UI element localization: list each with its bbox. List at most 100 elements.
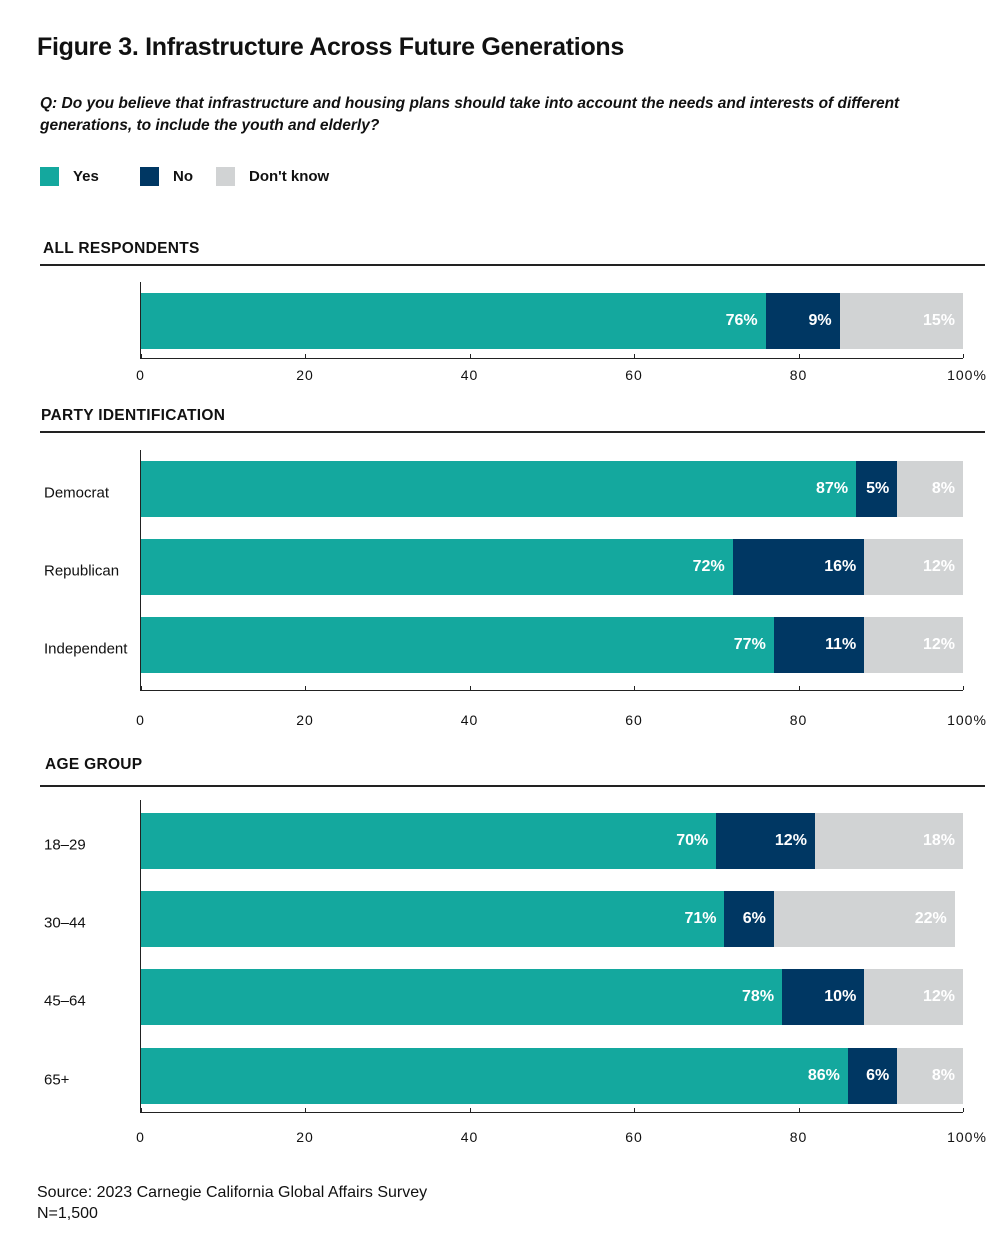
data-label: 76% — [725, 312, 758, 329]
legend-swatch-yes — [40, 167, 59, 186]
legend-swatch-no — [140, 167, 159, 186]
x-tick-label: 20 — [296, 367, 314, 383]
data-label: 9% — [808, 312, 832, 329]
x-tick-mark — [634, 1108, 635, 1112]
x-tick-label: 80 — [789, 1129, 808, 1145]
data-label: 77% — [733, 636, 766, 653]
bar-segment-yes: 71% — [140, 891, 725, 947]
legend-label: No — [173, 168, 193, 185]
x-tick-mark — [634, 686, 635, 690]
data-label: 8% — [931, 480, 955, 497]
bar-segment-yes: 70% — [140, 813, 717, 869]
legend-item-yes: Yes — [40, 167, 99, 186]
x-tick-label: 0 — [136, 367, 145, 383]
x-tick-label: 40 — [460, 1129, 479, 1145]
x-tick-label: 20 — [296, 712, 314, 728]
panel-rule — [40, 264, 985, 266]
bar-segment-no: 9% — [765, 293, 840, 349]
sample-size: N=1,500 — [37, 1205, 98, 1222]
data-label: 8% — [931, 1067, 955, 1084]
data-label: 87% — [816, 480, 849, 497]
panel-title: AGE GROUP — [45, 756, 143, 773]
x-tick-mark — [798, 686, 800, 690]
data-label: 5% — [866, 480, 890, 497]
x-tick-label: 100% — [947, 1129, 987, 1145]
x-tick-label: 80 — [789, 712, 808, 728]
bar-segment-no: 10% — [782, 969, 865, 1025]
data-label: 78% — [742, 988, 775, 1005]
category-label: 30–44 — [44, 914, 86, 932]
category-label: 45–64 — [44, 992, 86, 1010]
data-label: 12% — [922, 636, 955, 653]
bar-segment-don-t-know: 22% — [773, 891, 955, 947]
bar-segment-no: 6% — [847, 1048, 898, 1104]
source-note: Source: 2023 Carnegie California Global … — [37, 1182, 427, 1224]
legend-label: Don't know — [249, 168, 330, 185]
panel-rule — [40, 785, 985, 787]
x-tick-label: 60 — [625, 712, 643, 728]
x-tick-mark — [963, 1108, 964, 1112]
data-label: 71% — [684, 910, 717, 927]
survey-question: Q: Do you believe that infrastructure an… — [40, 95, 900, 134]
bar-segment-no: 16% — [732, 539, 865, 595]
x-tick-label: 60 — [625, 1129, 643, 1145]
data-label: 22% — [914, 910, 947, 927]
bar-segment-yes: 72% — [140, 539, 733, 595]
x-tick-label: 20 — [296, 1129, 314, 1145]
data-label: 18% — [922, 832, 955, 849]
bar-segment-yes: 78% — [140, 969, 783, 1025]
data-label: 16% — [824, 558, 857, 575]
x-tick-label: 40 — [460, 367, 479, 383]
bar-segment-yes: 76% — [140, 293, 766, 349]
x-axis-line — [140, 358, 963, 359]
bar-segment-don-t-know: 12% — [864, 539, 963, 595]
data-label: 6% — [866, 1067, 890, 1084]
bar-segment-don-t-know: 18% — [814, 813, 963, 869]
x-tick-label: 0 — [136, 1129, 145, 1145]
bar-segment-don-t-know: 8% — [897, 461, 963, 517]
bar-segment-don-t-know: 15% — [839, 293, 963, 349]
x-tick-mark — [140, 1108, 142, 1112]
x-tick-mark — [798, 1108, 800, 1112]
data-label: 10% — [824, 988, 857, 1005]
bar-segment-no: 5% — [856, 461, 898, 517]
data-label: 15% — [922, 312, 955, 329]
x-tick-mark — [963, 354, 964, 358]
bar-segment-no: 6% — [724, 891, 774, 947]
category-label: Democrat — [44, 484, 110, 502]
x-tick-label: 60 — [625, 367, 643, 383]
x-tick-label: 100% — [947, 367, 987, 383]
x-tick-mark — [305, 1108, 306, 1112]
data-label: 11% — [825, 636, 857, 653]
x-tick-label: 100% — [947, 712, 987, 728]
bar-segment-no: 12% — [716, 813, 815, 869]
legend-swatch-dont-know — [216, 167, 235, 186]
x-axis-line — [140, 1112, 963, 1113]
x-tick-mark — [469, 1108, 471, 1112]
bar-segment-don-t-know: 12% — [864, 969, 963, 1025]
x-tick-mark — [634, 354, 635, 358]
bar-segment-don-t-know: 8% — [897, 1048, 963, 1104]
category-label: 65+ — [44, 1071, 70, 1089]
category-label: Independent — [44, 640, 128, 658]
legend-label: Yes — [73, 168, 99, 185]
x-tick-mark — [469, 686, 471, 690]
x-tick-mark — [798, 354, 800, 358]
category-label: 18–29 — [44, 836, 86, 854]
source-text: Source: 2023 Carnegie California Global … — [37, 1184, 428, 1201]
data-label: 12% — [922, 558, 955, 575]
data-label: 6% — [742, 910, 766, 927]
x-tick-mark — [305, 686, 306, 690]
x-tick-label: 0 — [136, 712, 145, 728]
x-tick-mark — [140, 686, 142, 690]
legend-item-no: No — [140, 167, 193, 186]
bar-segment-no: 11% — [773, 617, 865, 673]
x-tick-label: 80 — [789, 367, 808, 383]
legend-item-dont-know: Don't know — [216, 167, 329, 186]
data-label: 12% — [774, 832, 807, 849]
x-tick-mark — [469, 354, 471, 358]
panel-title: ALL RESPONDENTS — [43, 240, 200, 257]
data-label: 86% — [807, 1067, 840, 1084]
category-label: Republican — [44, 562, 120, 580]
